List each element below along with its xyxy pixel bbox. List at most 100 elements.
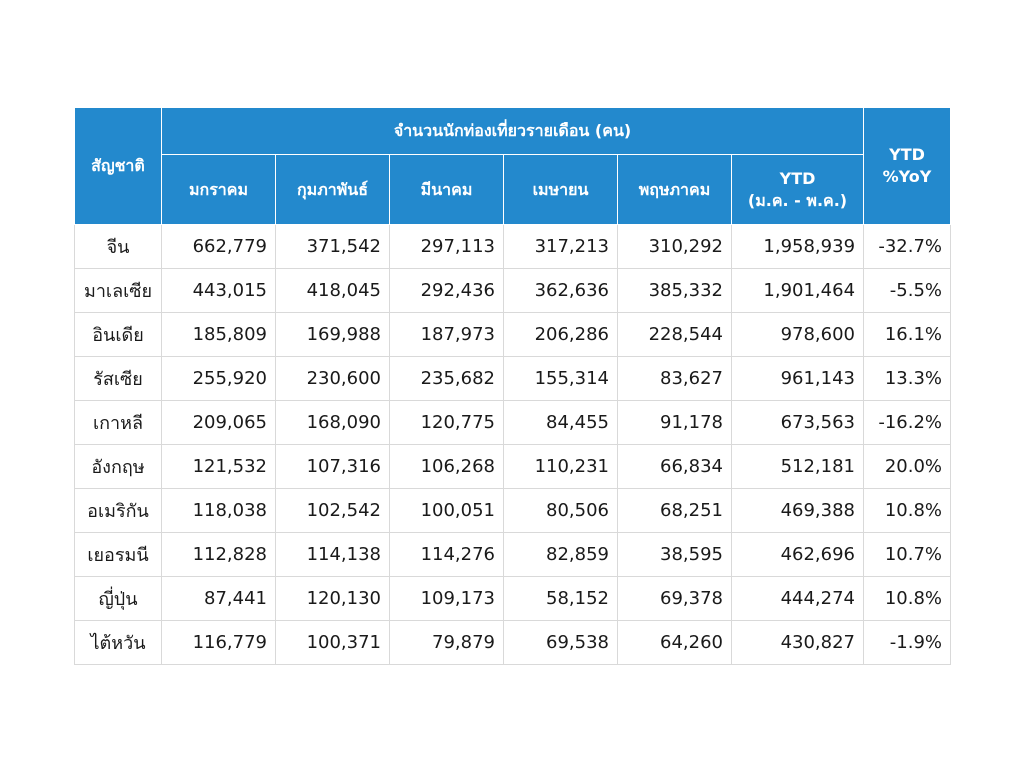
- yoy-cell: 16.1%: [863, 312, 952, 357]
- ytd-cell: 1,958,939: [730, 224, 865, 269]
- nationality-cell: จีน: [74, 224, 162, 269]
- mar-cell: 297,113: [389, 224, 504, 269]
- yoy-cell: 20.0%: [863, 444, 952, 489]
- table-row: รัสเซีย 255,920 230,600 235,682 155,314 83,62…: [74, 356, 952, 401]
- jan-cell: 112,828: [161, 532, 276, 577]
- header-ytd-yoy: YTD %YoY: [863, 107, 952, 225]
- table-row: อินเดีย 185,809 169,988 187,973 206,286 228,5…: [74, 312, 952, 357]
- ytd-cell: 961,143: [730, 356, 865, 401]
- may-cell: 385,332: [617, 268, 732, 313]
- nationality-cell: เยอรมนี: [74, 532, 162, 577]
- table-row: ไต้หวัน 116,779 100,371 79,879 69,538 64,260 4…: [74, 620, 952, 665]
- apr-cell: 80,506: [503, 488, 618, 533]
- mar-cell: 109,173: [389, 576, 504, 621]
- apr-cell: 206,286: [503, 312, 618, 357]
- feb-cell: 230,600: [275, 356, 390, 401]
- header-month-may: พฤษภาคม: [617, 154, 732, 225]
- jan-cell: 443,015: [161, 268, 276, 313]
- jan-cell: 185,809: [161, 312, 276, 357]
- table-row: จีน 662,779 371,542 297,113 317,213 310,292 1,…: [74, 224, 952, 269]
- ytd-cell: 978,600: [730, 312, 865, 357]
- nationality-cell: อินเดีย: [74, 312, 162, 357]
- header-ytd-line1: YTD: [779, 168, 816, 188]
- header-monthly-group: จำนวนนักท่องเที่ยวรายเดือน (คน): [160, 107, 865, 155]
- mar-cell: 79,879: [389, 620, 504, 665]
- yoy-cell: -5.5%: [863, 268, 952, 313]
- jan-cell: 116,779: [161, 620, 276, 665]
- jan-cell: 118,038: [161, 488, 276, 533]
- yoy-cell: -16.2%: [863, 400, 952, 445]
- may-cell: 310,292: [617, 224, 732, 269]
- nationality-cell: รัสเซีย: [74, 356, 162, 401]
- header-ytd: YTD (ม.ค. - พ.ค.): [730, 154, 865, 225]
- jan-cell: 87,441: [161, 576, 276, 621]
- header-ytd-line2: (ม.ค. - พ.ค.): [747, 190, 848, 210]
- nationality-cell: อเมริกัน: [74, 488, 162, 533]
- ytd-cell: 444,274: [730, 576, 865, 621]
- apr-cell: 362,636: [503, 268, 618, 313]
- header-month-feb: กุมภาพันธ์: [275, 154, 390, 225]
- yoy-cell: 10.8%: [863, 488, 952, 533]
- header-ytd-yoy-line2: %YoY: [882, 167, 932, 186]
- header-month-apr: เมษายน: [503, 154, 618, 225]
- yoy-cell: -32.7%: [863, 224, 952, 269]
- may-cell: 64,260: [617, 620, 732, 665]
- nationality-cell: เกาหลี: [74, 400, 162, 445]
- may-cell: 228,544: [617, 312, 732, 357]
- table-row: เกาหลี 209,065 168,090 120,775 84,455 91,178 6…: [74, 400, 952, 445]
- yoy-cell: 10.8%: [863, 576, 952, 621]
- ytd-cell: 469,388: [730, 488, 865, 533]
- ytd-cell: 462,696: [730, 532, 865, 577]
- monthly-tourist-table: สัญชาติ จำนวนนักท่องเที่ยวรายเดือน (คน) …: [74, 107, 952, 665]
- mar-cell: 100,051: [389, 488, 504, 533]
- nationality-cell: มาเลเซีย: [74, 268, 162, 313]
- ytd-cell: 1,901,464: [730, 268, 865, 313]
- jan-cell: 121,532: [161, 444, 276, 489]
- tourist-table-container: สัญชาติ จำนวนนักท่องเที่ยวรายเดือน (คน) …: [74, 107, 952, 665]
- may-cell: 91,178: [617, 400, 732, 445]
- feb-cell: 418,045: [275, 268, 390, 313]
- ytd-cell: 673,563: [730, 400, 865, 445]
- nationality-cell: ไต้หวัน: [74, 620, 162, 665]
- mar-cell: 187,973: [389, 312, 504, 357]
- may-cell: 38,595: [617, 532, 732, 577]
- mar-cell: 120,775: [389, 400, 504, 445]
- ytd-cell: 430,827: [730, 620, 865, 665]
- feb-cell: 100,371: [275, 620, 390, 665]
- feb-cell: 169,988: [275, 312, 390, 357]
- feb-cell: 120,130: [275, 576, 390, 621]
- mar-cell: 292,436: [389, 268, 504, 313]
- table-row: เยอรมนี 112,828 114,138 114,276 82,859 38,595…: [74, 532, 952, 577]
- yoy-cell: 10.7%: [863, 532, 952, 577]
- header-ytd-yoy-line1: YTD: [889, 145, 925, 164]
- feb-cell: 168,090: [275, 400, 390, 445]
- header-month-mar: มีนาคม: [389, 154, 504, 225]
- table-row: อเมริกัน 118,038 102,542 100,051 80,506 68,25…: [74, 488, 952, 533]
- may-cell: 83,627: [617, 356, 732, 401]
- apr-cell: 317,213: [503, 224, 618, 269]
- table-row: มาเลเซีย 443,015 418,045 292,436 362,636 385,…: [74, 268, 952, 313]
- feb-cell: 371,542: [275, 224, 390, 269]
- jan-cell: 209,065: [161, 400, 276, 445]
- may-cell: 69,378: [617, 576, 732, 621]
- jan-cell: 662,779: [161, 224, 276, 269]
- mar-cell: 106,268: [389, 444, 504, 489]
- yoy-cell: 13.3%: [863, 356, 952, 401]
- feb-cell: 107,316: [275, 444, 390, 489]
- table-row: ญี่ปุ่น 87,441 120,130 109,173 58,152 69,378 4…: [74, 576, 952, 621]
- may-cell: 66,834: [617, 444, 732, 489]
- apr-cell: 58,152: [503, 576, 618, 621]
- nationality-cell: ญี่ปุ่น: [74, 576, 162, 621]
- table-body: จีน 662,779 371,542 297,113 317,213 310,292 1,…: [74, 224, 952, 665]
- nationality-cell: อังกฤษ: [74, 444, 162, 489]
- header-month-jan: มกราคม: [161, 154, 276, 225]
- jan-cell: 255,920: [161, 356, 276, 401]
- mar-cell: 114,276: [389, 532, 504, 577]
- apr-cell: 82,859: [503, 532, 618, 577]
- apr-cell: 69,538: [503, 620, 618, 665]
- feb-cell: 102,542: [275, 488, 390, 533]
- apr-cell: 110,231: [503, 444, 618, 489]
- yoy-cell: -1.9%: [863, 620, 952, 665]
- apr-cell: 155,314: [503, 356, 618, 401]
- header-nationality: สัญชาติ: [74, 107, 162, 225]
